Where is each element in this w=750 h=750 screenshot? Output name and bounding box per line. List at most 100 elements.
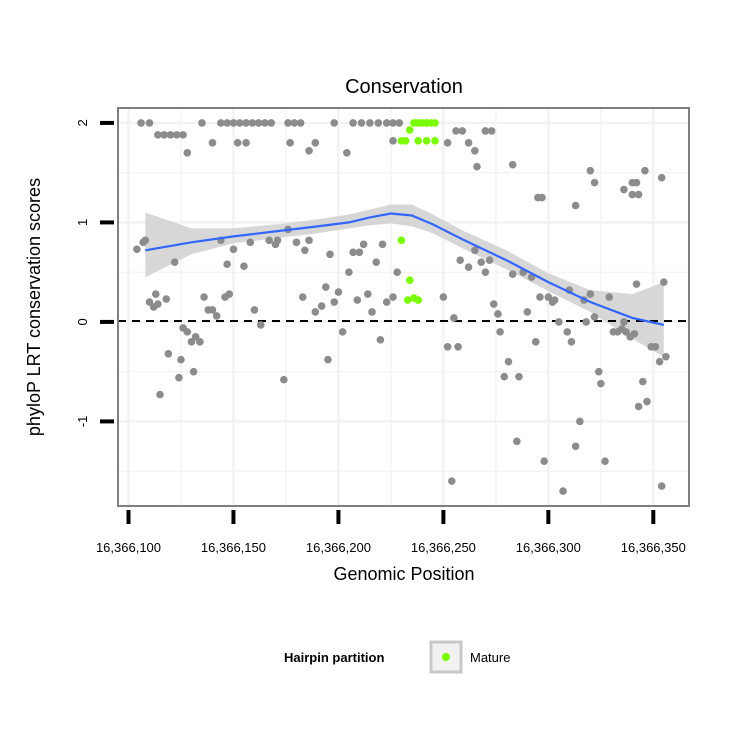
data-point: [374, 119, 383, 127]
data-point: [242, 139, 250, 147]
data-point: [166, 131, 175, 139]
data-point: [330, 119, 339, 127]
data-point: [305, 236, 313, 245]
data-point: [273, 236, 282, 245]
data-point: [641, 166, 649, 175]
data-point: [286, 139, 294, 147]
data-point: [651, 343, 660, 351]
data-point: [657, 173, 666, 182]
data-point: [170, 258, 179, 267]
smooth-line-layer: [145, 212, 665, 326]
data-point: [233, 139, 242, 147]
data-point: [183, 148, 192, 157]
data-point: [240, 262, 248, 271]
data-point: [540, 457, 548, 466]
y-tick-label: 2: [75, 119, 90, 126]
data-point: [175, 373, 183, 382]
data-point: [376, 336, 385, 344]
data-point: [317, 302, 326, 310]
mature-data-point: [431, 137, 439, 145]
data-point: [643, 397, 651, 406]
data-point: [531, 338, 540, 346]
data-point: [515, 372, 523, 381]
data-point: [471, 246, 479, 255]
data-point: [481, 268, 490, 276]
legend-title: Hairpin partition: [284, 650, 384, 665]
data-point: [349, 248, 357, 257]
x-tick-label: 16,366,300: [516, 540, 581, 555]
data-point: [284, 119, 292, 127]
data-point: [223, 260, 231, 269]
data-point: [630, 330, 639, 338]
data-point: [208, 139, 217, 147]
data-point: [198, 119, 206, 127]
data-point: [389, 137, 397, 145]
data-point: [620, 185, 628, 194]
data-point: [632, 280, 641, 288]
data-point: [151, 290, 160, 298]
data-point: [389, 119, 397, 127]
y-tick-label: 1: [75, 219, 90, 226]
data-point: [576, 417, 584, 426]
data-point: [261, 119, 269, 127]
data-point: [137, 119, 145, 127]
data-point: [145, 298, 154, 306]
data-point: [456, 256, 464, 265]
data-point: [567, 338, 576, 346]
data-point: [452, 127, 460, 135]
data-point: [571, 442, 580, 451]
data-point: [162, 295, 171, 303]
data-point: [242, 119, 250, 127]
data-point: [292, 238, 301, 247]
data-point: [544, 293, 553, 301]
y-axis-title: phyloP LRT conservation scores: [24, 178, 44, 436]
data-point: [349, 119, 357, 127]
data-point: [324, 355, 332, 364]
data-point: [189, 367, 198, 376]
data-point: [536, 293, 544, 301]
data-point: [620, 318, 628, 326]
data-point: [494, 310, 502, 318]
data-point: [513, 437, 521, 446]
data-point: [487, 127, 496, 135]
data-point: [632, 178, 641, 187]
data-point: [450, 314, 458, 322]
data-point: [586, 166, 595, 175]
data-point: [345, 268, 353, 276]
data-point: [500, 372, 509, 381]
data-point: [628, 190, 637, 199]
data-point: [523, 308, 532, 316]
y-axis: -1 0 1 2: [75, 119, 114, 427]
legend: Hairpin partition Mature: [284, 640, 510, 674]
data-point: [443, 139, 452, 147]
data-point: [586, 290, 595, 298]
data-point: [563, 328, 572, 336]
data-point: [489, 300, 498, 308]
data-point: [382, 298, 391, 306]
data-point: [555, 318, 563, 326]
data-point: [334, 288, 343, 296]
data-point: [458, 127, 467, 135]
data-point: [508, 270, 517, 278]
mature-data-point: [405, 276, 414, 284]
data-point: [200, 293, 208, 301]
data-point: [145, 119, 154, 127]
data-point: [322, 283, 330, 291]
data-point: [559, 487, 567, 495]
data-point: [183, 328, 192, 336]
data-point: [382, 119, 391, 127]
data-point: [164, 349, 173, 358]
data-point: [473, 162, 481, 171]
x-tick-label: 16,366,350: [621, 540, 686, 555]
data-point: [353, 296, 362, 304]
data-point: [477, 258, 485, 267]
data-point: [280, 375, 288, 384]
data-point: [485, 256, 494, 265]
data-point: [454, 343, 462, 351]
data-point: [378, 240, 387, 249]
data-point: [582, 318, 590, 326]
data-point: [594, 367, 603, 376]
y-tick-label: -1: [75, 416, 90, 428]
data-point: [154, 131, 162, 139]
